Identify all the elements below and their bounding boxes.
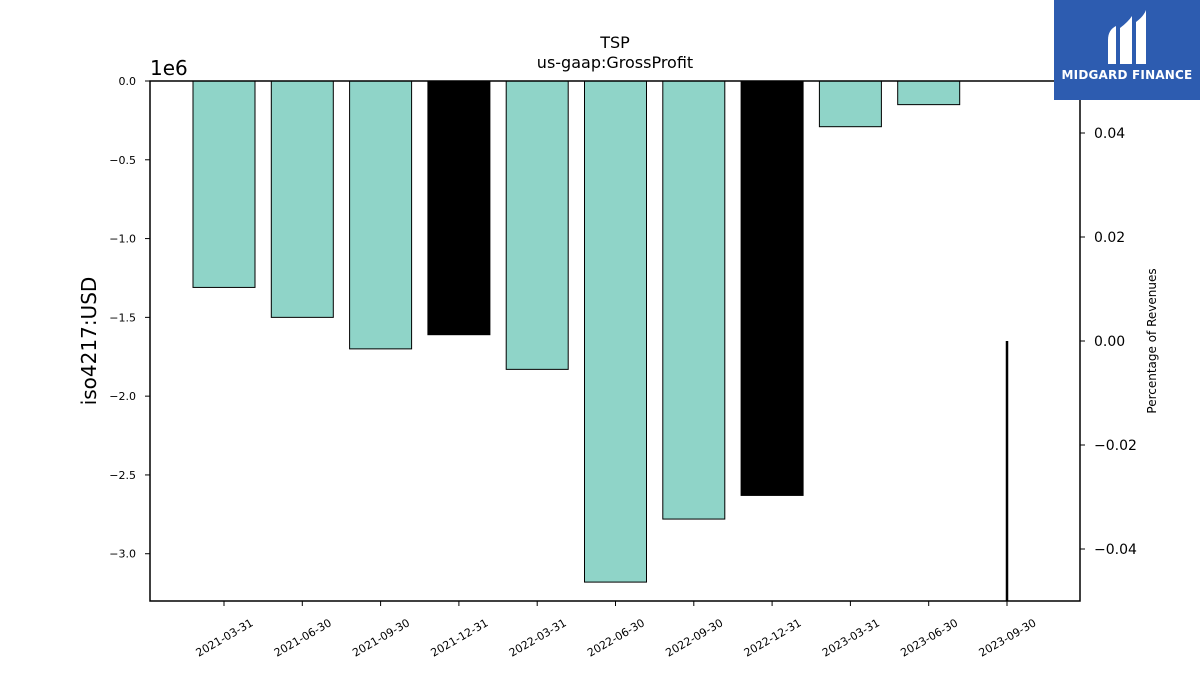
y2-ticks-group: 0.04 0.02 0.00 −0.02 −0.04 [1080,126,1137,558]
y-ticks-group: 0.0 −0.5 −1.0 −1.5 −2.0 −2.5 −3.0 [109,75,150,561]
chart-title: TSP [599,33,630,52]
x-tick-label: 2022-09-30 [663,616,725,659]
bar-2021-06-30 [270,80,334,318]
brand-logo: MIDGARD FINANCE [1054,0,1200,100]
y-tick-label: −1.5 [109,311,136,324]
y-tick-label: −2.0 [109,390,136,403]
y2-tick-label: −0.04 [1094,542,1137,558]
x-tick-label: 2023-06-30 [898,616,960,659]
y-axis-label: iso4217:USD [77,277,101,406]
y2-axis-label: Percentage of Revenues [1145,268,1159,413]
bar-2023-03-31 [818,80,882,128]
x-tick-label: 2021-12-31 [429,616,491,659]
y2-tick-label: 0.02 [1094,230,1125,246]
bar-2022-12-31 [740,80,804,496]
logo-text: MIDGARD FINANCE [1061,68,1193,82]
bar-2021-12-31 [427,80,491,336]
bar-2023-06-30 [897,80,961,106]
x-tick-label: 2021-06-30 [272,616,334,659]
x-tick-label: 2022-03-31 [507,616,569,659]
x-tick-label: 2021-03-31 [194,616,256,659]
y2-tick-label: 0.00 [1094,334,1125,350]
y-tick-label: 0.0 [119,75,137,88]
y-offset-label: 1e6 [150,56,188,80]
bar-2021-03-31 [192,80,256,288]
y2-tick-label: −0.02 [1094,438,1137,454]
x-tick-label: 2022-12-31 [742,616,804,659]
bar-2022-03-31 [505,80,569,370]
x-ticks-group: 2021-03-31 2021-06-30 2021-09-30 2021-12-31… [194,601,1039,660]
y-tick-label: −2.5 [109,469,136,482]
y-tick-label: −1.0 [109,233,136,246]
y-tick-label: −3.0 [109,548,136,561]
y-tick-label: −0.5 [109,154,136,167]
y2-tick-label: 0.04 [1094,126,1125,142]
bars-group [192,80,961,583]
bar-2022-09-30 [662,80,726,520]
x-tick-label: 2022-06-30 [585,616,647,659]
plot-frame [149,80,1081,602]
bar-2021-09-30 [349,80,413,350]
chart-subtitle: us-gaap:GrossProfit [537,53,693,72]
bar-2022-06-30 [584,80,647,583]
logo-mark-icon [1108,10,1146,64]
x-tick-label: 2023-03-31 [820,616,882,659]
x-tick-label: 2021-09-30 [350,616,412,659]
x-tick-label: 2023-09-30 [977,616,1039,659]
